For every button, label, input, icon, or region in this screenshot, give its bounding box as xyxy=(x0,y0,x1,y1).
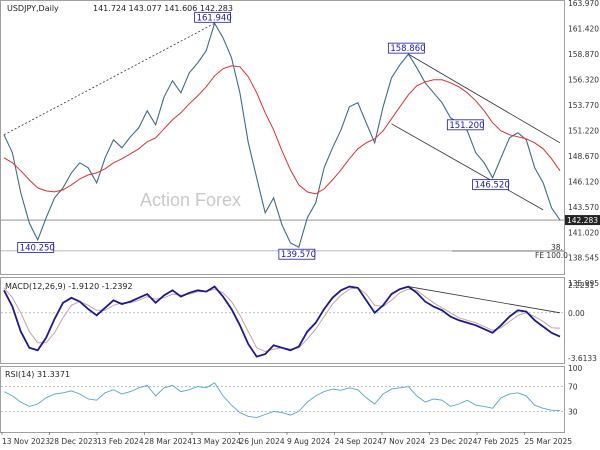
annotation-box-5 xyxy=(472,179,510,191)
price-tick-2: 158.870 xyxy=(568,50,599,59)
price-tick-9: 141.020 xyxy=(568,229,599,238)
x-tick-label-1: 28 Dec 2023 xyxy=(50,437,98,446)
annotation-box-4 xyxy=(446,119,484,131)
price-axis-ticks: 163.970 161.420 158.870 156.320 153.770 151.2… xyxy=(568,0,599,288)
price-tick-4: 153.770 xyxy=(568,101,599,110)
annotation-label-0: 161.940 xyxy=(197,13,232,23)
watermark: Action Forex xyxy=(140,190,241,210)
annotation-label-1: 140.250 xyxy=(20,243,55,253)
annotation-box-1 xyxy=(17,242,55,253)
ohlc-label: 141.724 143.077 141.606 142.283 xyxy=(93,4,233,13)
annotation-box-3 xyxy=(387,42,425,54)
price-tick-6: 148.670 xyxy=(568,152,599,161)
annotation-label-4: 151.200 xyxy=(449,121,484,131)
rsi-tick-2: 30 xyxy=(568,407,578,416)
symbol-label: USDJPY,Daily xyxy=(7,4,59,13)
price-series xyxy=(3,21,561,248)
trendline-0 xyxy=(3,22,215,136)
trendline-2 xyxy=(391,123,544,211)
x-tick-label-6: 9 Aug 2024 xyxy=(287,437,330,446)
x-tick-label-11: 25 Mar 2025 xyxy=(525,437,573,446)
x-tick-label-9: 23 Dec 2024 xyxy=(430,437,478,446)
price-tick-10: 138.545 xyxy=(568,253,599,262)
last-price-box xyxy=(565,215,600,226)
x-tick-label-3: 28 Mar 2024 xyxy=(145,437,193,446)
price-tick-11: 135.995 xyxy=(568,279,599,288)
x-tick-label-10: 7 Feb 2025 xyxy=(477,437,519,446)
price-tick-7: 146.120 xyxy=(568,178,599,187)
moving-average-series xyxy=(3,65,561,195)
x-tick-label-7: 24 Sep 2024 xyxy=(335,437,383,446)
chart-marks: FE 100.038. 161.940 140.250 139.570 158.860 1… xyxy=(1,11,600,419)
x-tick-label-5: 26 Jun 2024 xyxy=(240,437,285,446)
price-tick-8: 143.570 xyxy=(568,203,599,212)
macd-axis-ticks: 2.2251 0.00 -3.6133 xyxy=(568,281,597,363)
price-tick-5: 151.220 xyxy=(568,127,599,136)
annotation-label-5: 146.520 xyxy=(475,181,510,191)
annotation-label-2: 139.570 xyxy=(281,250,316,260)
x-tick-label-0: 13 Nov 2023 xyxy=(2,437,50,446)
fib-small-label: 38. xyxy=(551,243,563,252)
price-tick-0: 163.970 xyxy=(568,0,599,8)
fib-label: FE 100.0 xyxy=(535,251,568,260)
rsi-tick-0: 100 xyxy=(568,364,583,373)
macd-series xyxy=(3,285,561,358)
annotation-box-0 xyxy=(194,11,232,23)
x-tick-label-2: 13 Feb 2024 xyxy=(97,437,144,446)
x-tick-label-8: 7 Nov 2024 xyxy=(382,437,425,446)
x-axis-ticks: 13 Nov 2023 28 Dec 2023 13 Feb 2024 28 Mar … xyxy=(1,432,573,446)
macd-signal-series xyxy=(3,287,561,353)
rsi-axis-ticks: 100 70 30 xyxy=(568,364,583,416)
macd-tick-2: -3.6133 xyxy=(568,354,597,363)
annotation-box-2 xyxy=(278,248,316,260)
x-tick-label-4: 13 May 2024 xyxy=(192,437,241,446)
rsi-series xyxy=(3,382,561,419)
macd-trendline xyxy=(408,286,561,314)
last-price-label: 142.283 xyxy=(567,216,598,225)
trendline-1 xyxy=(408,53,561,144)
macd-label: MACD(12,26,9) -1.9120 -1.2392 xyxy=(5,282,133,291)
price-pane-frame xyxy=(0,0,565,275)
annotation-label-3: 158.860 xyxy=(390,44,425,54)
rsi-tick-1: 70 xyxy=(568,383,578,392)
macd-tick-0: 2.2251 xyxy=(568,281,594,290)
price-tick-1: 161.420 xyxy=(568,25,599,34)
rsi-label: RSI(14) 31.3371 xyxy=(5,370,70,379)
price-tick-3: 156.320 xyxy=(568,76,599,85)
macd-pane-frame xyxy=(0,277,565,364)
rsi-pane-frame xyxy=(0,366,565,433)
macd-tick-1: 0.00 xyxy=(568,309,585,318)
